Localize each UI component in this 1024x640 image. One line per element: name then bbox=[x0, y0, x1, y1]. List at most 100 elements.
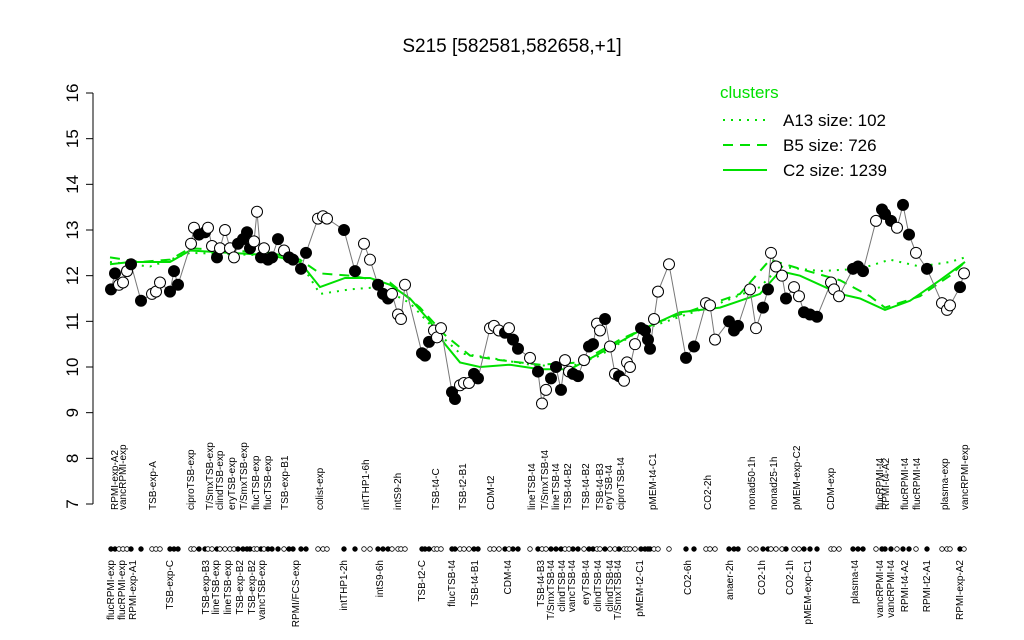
bottom-label: lineTSB-exp bbox=[211, 560, 222, 615]
bottom-label: CO2-6h bbox=[683, 560, 694, 595]
data-point bbox=[125, 258, 137, 271]
bottom-label: TSB-t2-C bbox=[417, 560, 428, 602]
bottom-label: T/SmxTSB-t4 bbox=[546, 560, 557, 620]
data-point bbox=[618, 374, 630, 387]
bottom-label: TSB-exp-B3 bbox=[201, 560, 212, 615]
bottom-label: vancTSB-t4 bbox=[567, 560, 578, 613]
y-tick-label: 8 bbox=[63, 454, 82, 463]
bottom-label: T/SmxTSB-t4 bbox=[613, 560, 624, 620]
rug-point bbox=[894, 546, 900, 552]
rug-point bbox=[597, 546, 603, 552]
data-point bbox=[241, 226, 253, 239]
bottom-label: RPMI-t4-A2 bbox=[900, 560, 911, 613]
data-point bbox=[295, 262, 307, 275]
data-point bbox=[750, 322, 762, 335]
bottom-label: TSB-exp-B2 bbox=[235, 560, 246, 615]
bottom-label: CO2-1h bbox=[757, 560, 768, 595]
data-point bbox=[266, 251, 278, 264]
bottom-label: flucTSB-t4 bbox=[447, 560, 458, 607]
chart-title: S215 [582581,582658,+1] bbox=[402, 36, 621, 57]
top-label: CO2-2h bbox=[703, 475, 714, 510]
cluster-line bbox=[109, 247, 966, 366]
bottom-label: clindTSB-t4 bbox=[593, 560, 604, 612]
data-point bbox=[770, 260, 782, 273]
rug-point bbox=[796, 546, 802, 552]
rug-point bbox=[191, 546, 197, 552]
rug-point bbox=[627, 546, 633, 552]
bottom-label: intTHP1-2h bbox=[339, 560, 350, 611]
bottom-label: clindTSB-t4 bbox=[605, 560, 616, 612]
rug-point bbox=[655, 546, 661, 552]
rug-point bbox=[836, 546, 842, 552]
rug-point bbox=[367, 546, 373, 552]
bottom-label: RPMI/FCS-exp bbox=[291, 560, 302, 628]
data-point bbox=[811, 310, 823, 323]
data-point bbox=[524, 351, 536, 364]
data-point bbox=[251, 205, 263, 218]
data-point bbox=[757, 301, 769, 314]
bottom-label: RPMI-exp-A1 bbox=[128, 560, 139, 620]
data-point bbox=[503, 322, 515, 335]
data-point bbox=[587, 338, 599, 351]
rug-point bbox=[209, 546, 215, 552]
top-label: flucTSB-exp bbox=[251, 455, 262, 510]
data-point bbox=[709, 333, 721, 346]
rug-point bbox=[801, 546, 807, 552]
data-point bbox=[793, 290, 805, 303]
rug-point bbox=[753, 546, 759, 552]
rug-point bbox=[747, 546, 753, 552]
data-point bbox=[594, 324, 606, 337]
data-point bbox=[287, 253, 299, 266]
rug-point bbox=[196, 546, 202, 552]
rug-point bbox=[602, 546, 608, 552]
data-point bbox=[550, 361, 562, 373]
top-label: eryTSB-t4 bbox=[604, 465, 615, 510]
rug-point bbox=[581, 546, 587, 552]
data-point bbox=[164, 285, 176, 298]
data-point bbox=[910, 246, 922, 259]
rug-point bbox=[553, 546, 559, 552]
rug-point bbox=[707, 546, 713, 552]
top-label: T/SmxTSB-exp bbox=[205, 442, 216, 510]
data-point bbox=[532, 365, 544, 378]
data-point bbox=[258, 242, 270, 255]
data-point bbox=[507, 333, 519, 346]
rug-point bbox=[791, 546, 797, 552]
rug-point bbox=[496, 546, 502, 552]
top-label: plasma-exp bbox=[940, 458, 951, 510]
rug-point bbox=[475, 546, 481, 552]
y-tick-label: 13 bbox=[63, 221, 82, 240]
data-point bbox=[776, 269, 788, 282]
data-point bbox=[248, 235, 260, 248]
data-point bbox=[921, 262, 933, 275]
bottom-label: CO2-1h bbox=[785, 560, 796, 595]
rug-point bbox=[575, 546, 581, 552]
rug-point bbox=[726, 546, 732, 552]
rug-point bbox=[389, 546, 395, 552]
data-point bbox=[680, 351, 692, 364]
data-point bbox=[958, 267, 970, 280]
data-point bbox=[395, 313, 407, 326]
top-label: TSB-exp-B1 bbox=[280, 455, 291, 510]
data-point bbox=[386, 287, 398, 300]
rug-point bbox=[616, 546, 622, 552]
y-tick-label: 16 bbox=[63, 84, 82, 103]
legend-label: A13 size: 102 bbox=[783, 111, 886, 130]
rug-point bbox=[760, 546, 766, 552]
bottom-label: RPMI-t2-A1 bbox=[922, 560, 933, 613]
top-label: RPMI-exp-A2 bbox=[110, 450, 121, 510]
data-point bbox=[624, 361, 636, 373]
rug-point bbox=[361, 546, 367, 552]
rug-point bbox=[860, 546, 866, 552]
data-point bbox=[399, 278, 411, 291]
rug-point bbox=[452, 546, 458, 552]
top-label: ciproTSB-t4 bbox=[616, 457, 627, 510]
data-point bbox=[321, 212, 333, 225]
rug-point bbox=[222, 546, 228, 552]
bottom-label: flucRPMI-exp bbox=[117, 560, 128, 620]
rug-point bbox=[510, 546, 516, 552]
rug-point bbox=[298, 546, 304, 552]
bottom-label: plasma-t4 bbox=[850, 560, 861, 604]
rug-point bbox=[461, 546, 467, 552]
rug-point bbox=[543, 546, 549, 552]
